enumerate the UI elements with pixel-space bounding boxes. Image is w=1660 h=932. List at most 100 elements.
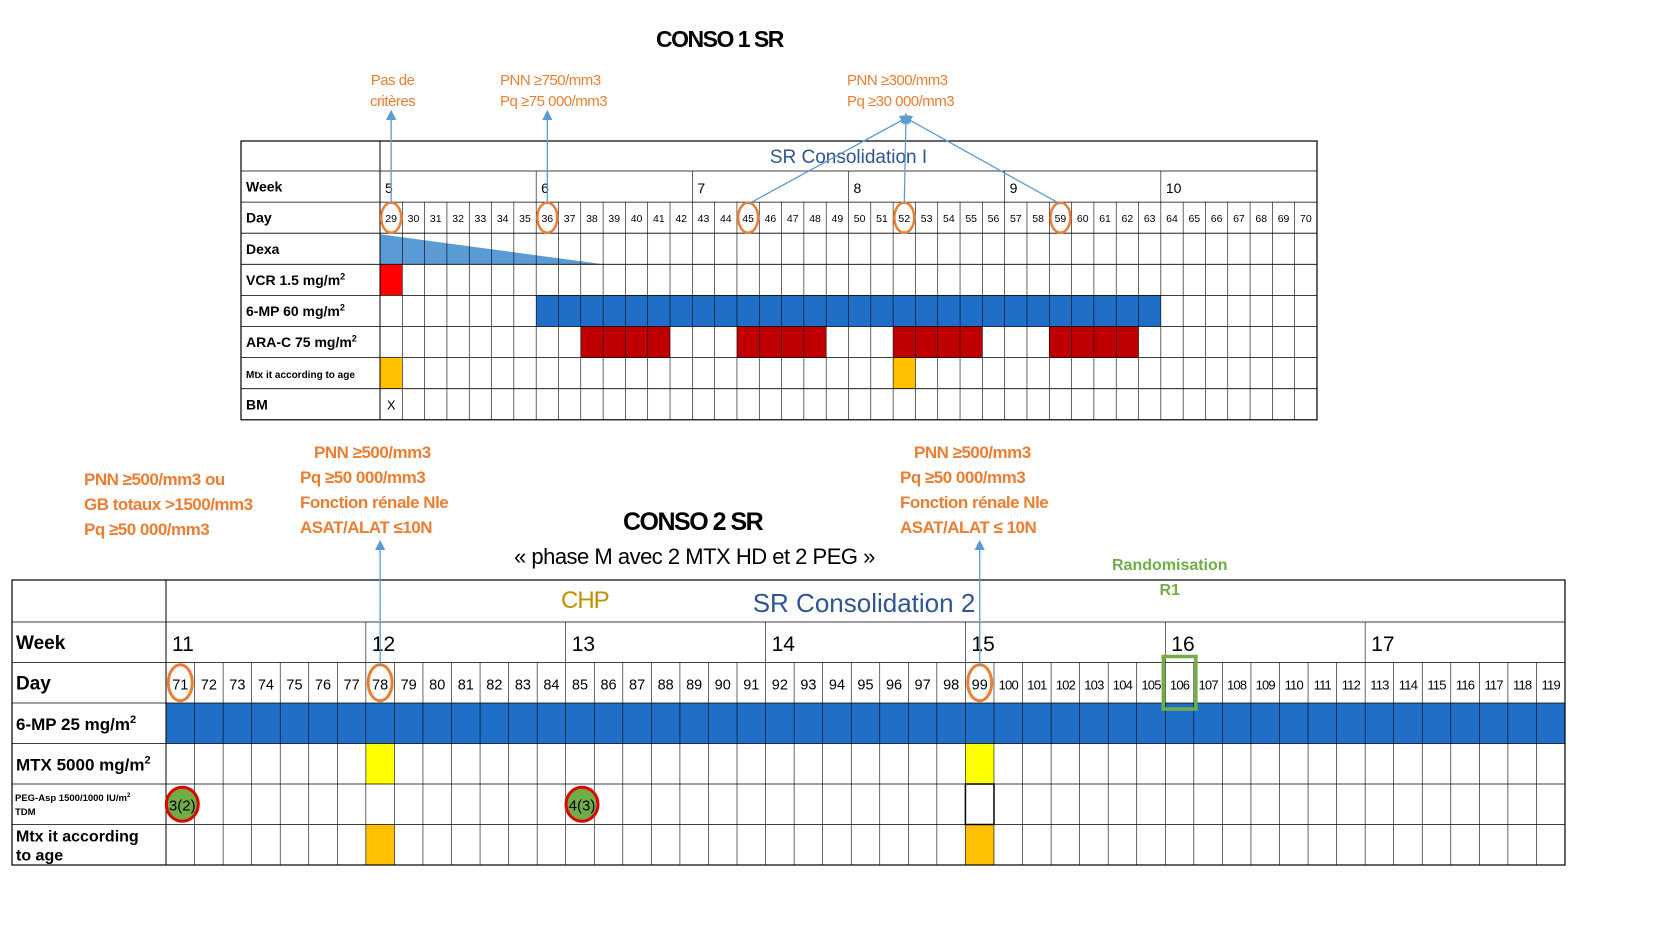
conso1-day-label: 70 (1300, 213, 1312, 225)
conso2-week-label: 14 (772, 633, 796, 656)
conso1-day-circle (1049, 201, 1072, 234)
mtx-it-dose (893, 357, 916, 389)
conso1-day-label: 47 (787, 213, 799, 225)
conso2-day-label: 84 (543, 678, 559, 694)
note-line: Pas de (370, 72, 415, 89)
note-line: Pq ≥50 000/mm3 (300, 468, 426, 487)
conso2-day-label: 112 (1342, 678, 1361, 693)
conso2-day-label: 74 (258, 678, 274, 694)
conso1-day-label: 66 (1211, 213, 1223, 225)
conso2-day-label: 102 (1056, 678, 1076, 693)
conso1-day-label: 51 (876, 213, 888, 225)
arac-dose (893, 326, 916, 358)
conso1-day-label: 31 (430, 213, 442, 225)
conso1-day-label: 42 (675, 213, 687, 225)
conso2-row-label: to age (16, 848, 63, 865)
conso2-day-label: 83 (515, 678, 531, 694)
note-line: PNN ≥300/mm3 (847, 72, 948, 89)
bm-mark: X (387, 398, 396, 413)
conso1-arrow-hub (901, 115, 1061, 205)
conso2-day-label: 116 (1456, 678, 1475, 693)
note-line: PNN ≥500/mm3 ou (84, 470, 225, 489)
note-line: Fonction rénale Nle (300, 493, 449, 512)
conso1-week-label: 6 (541, 180, 549, 196)
note-line: PNN ≥500/mm3 (914, 443, 1031, 462)
conso2-day-label: 117 (1484, 678, 1503, 693)
conso1-day-label: 61 (1099, 213, 1111, 225)
arac-dose (759, 326, 782, 358)
conso1-day-label: 40 (631, 213, 643, 225)
conso1-day-label: 67 (1233, 213, 1245, 225)
note-line: ASAT/ALAT ≤ 10N (900, 518, 1037, 537)
conso1-day-label: 57 (1010, 213, 1022, 225)
peg-dose-marker (564, 785, 600, 823)
conso2-day-label: 119 (1542, 678, 1561, 693)
conso2-day-label: 98 (943, 678, 959, 694)
conso2-day-label: 80 (429, 678, 445, 694)
note-line: ASAT/ALAT ≤10N (300, 518, 433, 537)
conso1-day-label: 37 (564, 213, 576, 225)
conso2-day-label: 115 (1427, 678, 1446, 693)
conso1-phase-label: SR Consolidation I (770, 147, 927, 168)
conso1-day-label: 35 (519, 213, 531, 225)
conso1-row-label: 6-MP 60 mg/m2 (246, 302, 345, 319)
arac-dose (803, 326, 827, 358)
conso1-note-1: Pas de critères (370, 70, 416, 112)
arac-dose (915, 326, 938, 358)
conso1-day-label: 65 (1188, 213, 1200, 225)
conso1-day-label: 49 (832, 213, 844, 225)
conso2-day-label: 109 (1256, 678, 1276, 693)
conso1-day-label: 63 (1144, 213, 1156, 225)
conso1-row-label: Day (246, 210, 272, 226)
arac-dose (1093, 326, 1117, 358)
conso2-day-label: 100 (999, 678, 1019, 693)
conso2-day-label: 75 (286, 678, 302, 694)
conso1-day-label: 59 (1055, 213, 1067, 225)
conso2-day-label: 71 (172, 678, 188, 694)
conso1-day-label: 55 (965, 213, 977, 225)
conso2-day-label: 95 (857, 678, 873, 694)
conso1-row-label: Dexa (246, 241, 280, 257)
conso1-note-3: PNN ≥300/mm3 Pq ≥30 000/mm3 (847, 70, 955, 112)
peg-day99-cell (964, 783, 995, 826)
peg-dose-marker (164, 785, 200, 823)
conso2-row-label: TDM (15, 807, 36, 818)
conso1-day-label: 64 (1166, 213, 1178, 225)
conso2-day-label: 101 (1027, 678, 1047, 693)
conso2-day-label: 93 (800, 678, 816, 694)
conso2-day-label: 103 (1084, 678, 1104, 693)
note-line: Pq ≥30 000/mm3 (847, 93, 955, 110)
conso2-day-label: 77 (344, 678, 360, 694)
conso2-day-label: 82 (486, 678, 502, 694)
mtx-it-dose-2 (365, 824, 395, 865)
conso2-note-3: PNN ≥500/mm3 Pq ≥50 000/mm3 Fonction rén… (900, 440, 1049, 540)
rand-line: R1 (1159, 582, 1180, 599)
mtx-hd-dose (365, 743, 395, 784)
chp-label: CHP (561, 587, 610, 614)
arac-dose (1116, 326, 1139, 358)
conso1-day-label: 69 (1278, 213, 1290, 225)
conso1-day-label: 33 (475, 213, 487, 225)
conso2-day-label: 96 (886, 678, 902, 694)
conso1-day-label: 44 (720, 213, 732, 225)
conso2-day-label: 99 (972, 678, 988, 694)
arac-dose (1071, 326, 1094, 358)
conso2-day-label: 106 (1170, 678, 1190, 693)
conso1-day-label: 30 (408, 213, 420, 225)
conso2-day-label: 105 (1141, 678, 1161, 693)
conso2-day-label: 87 (629, 678, 645, 694)
arac-dose (1049, 326, 1072, 358)
vcr-dose (380, 264, 403, 296)
conso2-row-label: 6-MP 25 mg/m2 (16, 714, 136, 734)
conso2-week-label: 17 (1371, 633, 1394, 656)
conso1-day-label: 29 (385, 213, 397, 225)
conso2-day-label: 90 (715, 678, 731, 694)
conso1-day-label: 43 (698, 213, 710, 225)
randomisation-label: Randomisation R1 (1112, 553, 1228, 603)
conso1-row-label: VCR 1.5 mg/m2 (246, 271, 345, 288)
conso2-week-label: 12 (372, 633, 395, 656)
conso2-day-label: 91 (743, 678, 759, 694)
conso1-day-label: 36 (541, 213, 553, 225)
conso2-week-label: 16 (1171, 633, 1194, 656)
